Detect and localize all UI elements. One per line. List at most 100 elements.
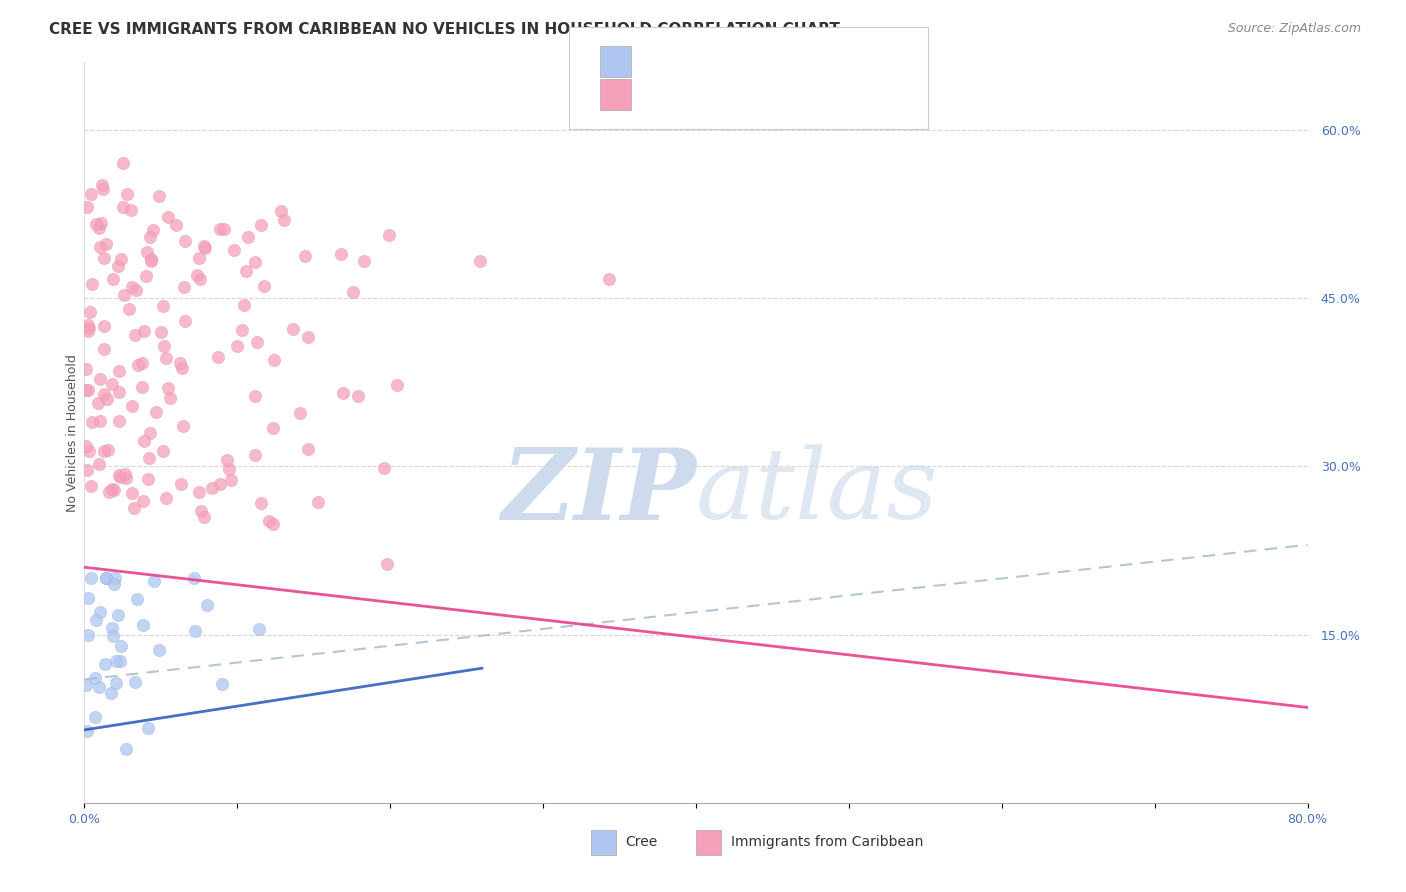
Point (101, 272, 124, 286)
Point (208, 222, 231, 236)
Point (93, 318, 115, 333)
Point (145, 405, 167, 419)
Point (307, 495, 329, 509)
Point (598, 272, 620, 286)
Point (235, 264, 257, 278)
Point (79, 305, 101, 319)
Point (103, 629, 125, 643)
Point (108, 414, 131, 428)
Point (103, 483, 125, 498)
Point (114, 467, 136, 482)
Point (193, 239, 215, 253)
Point (80, 186, 103, 201)
Point (375, 558, 398, 572)
Point (249, 622, 271, 636)
Point (131, 380, 153, 394)
Point (195, 598, 218, 612)
Point (76, 628, 98, 642)
Point (93, 342, 115, 356)
Point (262, 516, 284, 531)
Point (157, 381, 180, 395)
Point (90, 216, 112, 230)
Point (77, 318, 100, 332)
Point (90, 178, 112, 192)
Text: Source: ZipAtlas.com: Source: ZipAtlas.com (1227, 22, 1361, 36)
Point (76, 324, 98, 338)
Point (117, 186, 139, 201)
Point (236, 229, 259, 244)
Point (135, 268, 157, 283)
Point (353, 254, 375, 268)
Point (250, 496, 273, 510)
Point (139, 252, 162, 266)
Point (108, 467, 131, 482)
Point (127, 359, 149, 373)
Point (169, 356, 191, 370)
Point (120, 202, 142, 217)
Point (218, 461, 240, 475)
Point (174, 235, 197, 249)
Point (209, 477, 232, 491)
Point (105, 654, 128, 668)
Point (155, 351, 177, 365)
Point (77, 321, 100, 335)
Point (107, 259, 129, 273)
Text: ZIP: ZIP (501, 443, 696, 540)
Point (243, 255, 266, 269)
Point (124, 675, 146, 690)
Point (101, 621, 124, 635)
Point (108, 654, 131, 668)
Text: CREE VS IMMIGRANTS FROM CARIBBEAN NO VEHICLES IN HOUSEHOLD CORRELATION CHART: CREE VS IMMIGRANTS FROM CARIBBEAN NO VEH… (49, 22, 841, 37)
Point (82, 415, 104, 429)
Point (75, 678, 97, 692)
Point (330, 246, 353, 260)
Point (89, 414, 111, 428)
Point (165, 218, 187, 232)
Point (118, 302, 141, 317)
Point (75, 383, 97, 397)
Point (342, 285, 364, 299)
Point (84, 671, 107, 685)
Point (125, 591, 148, 606)
Point (297, 442, 319, 456)
Point (297, 330, 319, 344)
Point (96, 392, 118, 406)
Point (80, 479, 103, 493)
Point (263, 353, 285, 368)
Point (110, 252, 132, 266)
Point (148, 188, 170, 202)
Point (97, 442, 120, 457)
Point (387, 377, 409, 392)
Point (212, 222, 235, 236)
Point (100, 686, 122, 700)
Point (468, 253, 491, 268)
Point (132, 434, 155, 448)
Point (183, 624, 205, 638)
Point (172, 360, 194, 375)
Point (103, 576, 125, 591)
Point (132, 324, 155, 338)
Point (193, 509, 215, 524)
Point (222, 244, 245, 258)
Point (80, 277, 103, 292)
Point (159, 391, 181, 405)
Point (89, 605, 111, 619)
Point (219, 473, 242, 487)
Point (226, 339, 249, 353)
Point (156, 211, 179, 225)
Point (207, 350, 229, 364)
Point (201, 481, 224, 495)
Point (170, 477, 193, 491)
Text: R =   0.131   N =  35: R = 0.131 N = 35 (645, 53, 818, 70)
Text: Immigrants from Caribbean: Immigrants from Caribbean (731, 835, 924, 849)
Point (194, 241, 217, 255)
Point (153, 339, 176, 353)
Point (108, 385, 131, 400)
Point (152, 444, 174, 458)
Point (87, 395, 110, 409)
Point (108, 469, 131, 483)
Point (89, 240, 111, 254)
Point (93, 251, 115, 265)
Point (253, 278, 276, 293)
Point (98, 485, 121, 500)
